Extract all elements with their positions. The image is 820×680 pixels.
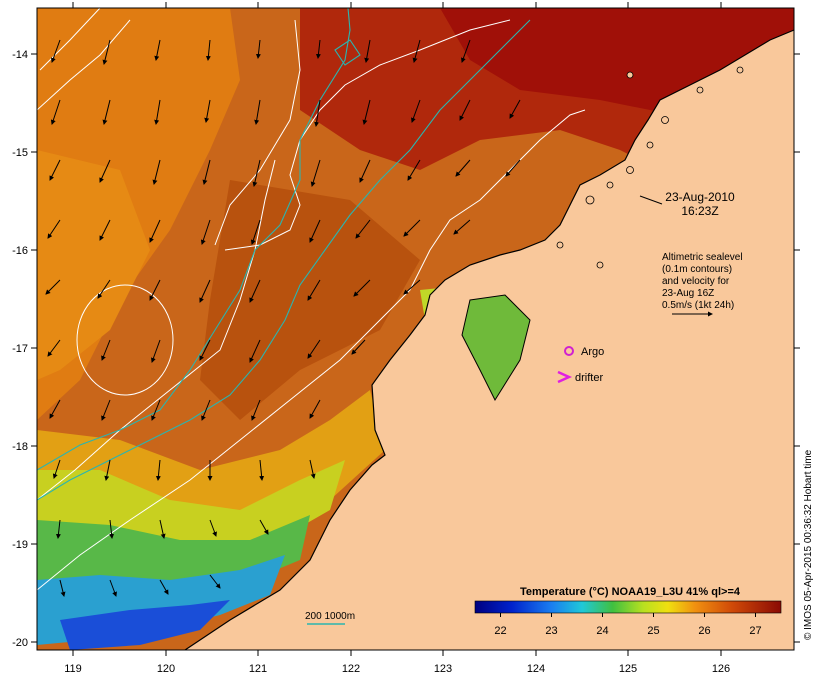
lon-tick-label: 126 [712,663,730,675]
credit-container: © IMOS 05-Apr-2015 00:36:32 Hobart time [803,450,814,641]
lat-tick-label: -19 [12,539,28,551]
map-plot-area [37,8,794,650]
colorbar-tick-label: 23 [545,625,557,637]
lat-tick-label: -20 [12,637,28,649]
colorbar-title: Temperature (°C) NOAA19_L3U 41% ql>=4 [520,586,741,598]
bathymetry-contours [37,8,531,501]
map-frame [36,7,795,651]
altimetry-note-line: Altimetric sealevel [662,252,743,263]
timestamp-date: 23-Aug-2010 [665,190,735,204]
credit-text: © IMOS 05-Apr-2015 00:36:32 Hobart time [803,449,814,640]
lon-tick-label: 121 [249,663,267,675]
timestamp-leader [639,195,663,205]
island-fringe [556,66,744,269]
colorbar-tick-label: 24 [596,625,608,637]
colorbar-tick-label: 27 [749,625,761,637]
lon-tick-label: 123 [434,663,452,675]
colorbar-tick-label: 25 [647,625,659,637]
colorbar-ticks: 22 23 24 25 26 27 [494,613,762,637]
sealevel-contours [37,8,586,591]
lon-tick-labels: 119 120 121 122 123 124 125 126 [64,663,730,675]
lon-tick-label: 122 [342,663,360,675]
king-sound [462,295,530,400]
timestamp-time: 16:23Z [681,204,718,218]
axis-ticks [31,2,800,656]
colorbar: Temperature (°C) NOAA19_L3U 41% ql>=4 22… [474,586,782,637]
altimetry-note-line: 0.5m/s (1kt 24h) [662,300,734,311]
lon-tick-label: 124 [527,663,545,675]
lon-tick-label: 119 [64,663,82,675]
argo-label: Argo [581,346,604,358]
argo-marker-icon [564,346,574,356]
altimetry-note: Altimetric sealevel (0.1m contours) and … [662,252,743,311]
sst-warm-patch [37,150,150,380]
colorbar-ramp [474,600,782,614]
sst-coldest-band [60,600,230,650]
lon-tick-label: 125 [619,663,637,675]
lon-tick-label: 120 [157,663,175,675]
lat-tick-label: -15 [12,147,28,159]
drifter-label: drifter [575,372,603,384]
altimetry-note-line: and velocity for [662,276,730,287]
altimetry-note-line: 23-Aug 16Z [662,288,714,299]
lat-tick-label: -14 [12,49,28,61]
coastline [184,29,794,650]
velocity-arrows [45,39,521,597]
colorbar-tick-label: 22 [494,625,506,637]
altimetry-note-line: (0.1m contours) [662,264,732,275]
depth-legend-label: 200 1000m [305,611,355,622]
lat-tick-labels: -14 -15 -16 -17 -18 -19 -20 [12,49,28,649]
king-sound-coast [461,294,531,402]
lat-tick-label: -16 [12,245,28,257]
drifter-marker-icon [557,370,573,384]
lat-tick-label: -18 [12,441,28,453]
colorbar-tick-label: 26 [698,625,710,637]
lat-tick-label: -17 [12,343,28,355]
